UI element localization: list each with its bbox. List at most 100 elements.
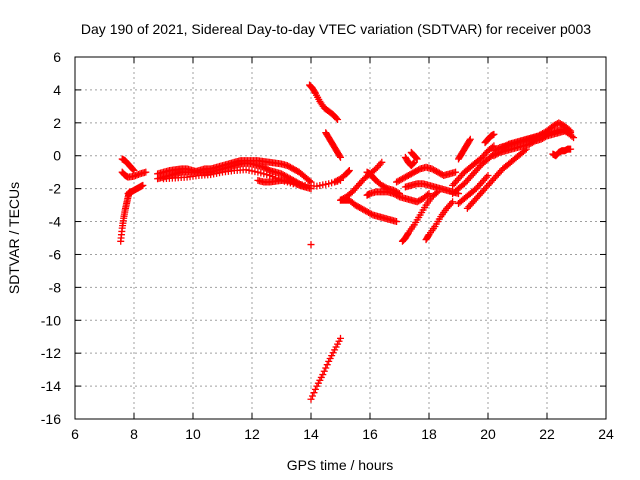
x-tick-label: 14 [303,426,319,442]
data-point [310,389,318,397]
series-band-c [160,166,344,190]
series-climb-19-21-d [463,145,530,212]
data-point [129,166,137,174]
data-point [319,371,327,379]
x-tick-label: 24 [598,426,614,442]
data-point [311,385,319,393]
data-point [490,130,498,138]
series-drop-14h [307,334,344,403]
x-tick-label: 20 [480,426,496,442]
y-tick-label: -12 [41,345,61,361]
plot-frame [74,56,607,420]
y-tick-label: -16 [41,411,61,427]
series-climb-19-20-c [455,171,492,207]
x-tick-label: 10 [185,426,201,442]
data-point [378,158,386,166]
y-tick-label: 2 [53,115,61,131]
y-tick-label: 0 [53,148,61,164]
axis-ticks: 6 8 10 12 14 16 18 20 22 246420-2-4-6-8-10-12-14-… [41,49,614,442]
data-point [139,181,147,189]
data-point [424,191,432,199]
x-axis-label: GPS time / hours [287,457,394,473]
series-arc-1-early-drop [117,188,134,245]
data-point [306,177,314,185]
data-point [307,395,315,403]
data-point [320,367,328,375]
x-tick-label: 8 [130,426,138,442]
x-tick-label: 16 [362,426,378,442]
data-point [323,361,331,369]
series-climb-19-20-a [449,142,498,189]
data-point [345,167,353,175]
data-point [337,153,344,161]
data-point [412,153,420,161]
x-tick-label: 12 [244,426,260,442]
y-tick-label: -14 [41,378,61,394]
data-point [410,159,418,167]
series-band-d [254,176,309,191]
series-fall-14-15 [322,129,344,161]
series-rise-18-19 [422,198,457,244]
series-rise-20-short [481,130,498,147]
data-point [570,134,578,142]
data-point [466,135,474,143]
series-rise-17-18 [398,188,442,245]
series-ridge-20-22-c [499,125,578,151]
series-arc-4-flat [118,168,150,181]
series-arc-3-rise [124,181,147,198]
series-wiggle-17-18 [393,163,460,186]
y-tick-label: -10 [41,312,61,328]
data-point [447,199,455,207]
data-point [466,137,474,145]
data-point [336,152,344,160]
data-point [409,160,417,168]
series-short-17b [407,148,421,163]
y-axis-label: SDTVAR / TECUs [6,182,22,294]
data-points [117,81,578,403]
series-high-arc-14h [306,81,342,124]
y-tick-label: -8 [49,279,62,295]
y-tick-label: -2 [49,181,62,197]
data-point [332,114,340,122]
data-point [393,218,401,226]
x-tick-label: 6 [71,426,79,442]
data-point [308,392,316,400]
data-point [307,241,315,249]
data-point [412,154,420,162]
y-tick-label: -4 [49,214,62,230]
grid [75,57,606,419]
data-point [483,173,491,181]
series-climb-19-20-b [449,150,498,198]
chart-title: Day 190 of 2021, Sidereal Day-to-day VTE… [81,21,591,37]
series-mid-arc-15-16 [337,158,386,204]
data-point [484,171,492,179]
data-point [129,165,137,173]
series-short-17 [401,153,418,170]
data-point [567,145,575,153]
data-point [334,116,342,124]
data-point [376,160,384,168]
series-curve-16-18 [363,188,433,206]
series-rise-19-20-short [455,135,474,163]
data-point [452,168,460,176]
series-tail-22-23 [549,145,575,160]
y-tick-label: 6 [53,49,61,65]
data-point [568,132,576,140]
series-mid-lower-15-16 [345,196,401,226]
data-point [142,168,150,176]
data-point [301,183,309,191]
data-point [344,168,352,176]
data-point [345,167,353,175]
data-point [413,155,421,163]
series-left-rise-15 [331,167,353,186]
series-arc-2-start [118,155,138,175]
x-tick-label: 18 [421,426,437,442]
x-tick-label: 22 [539,426,555,442]
data-point [337,334,344,342]
y-tick-label: -6 [49,246,62,262]
data-point [449,198,457,206]
data-point [322,364,330,372]
y-tick-label: 4 [53,82,61,98]
series-outlier-14 [307,241,315,249]
